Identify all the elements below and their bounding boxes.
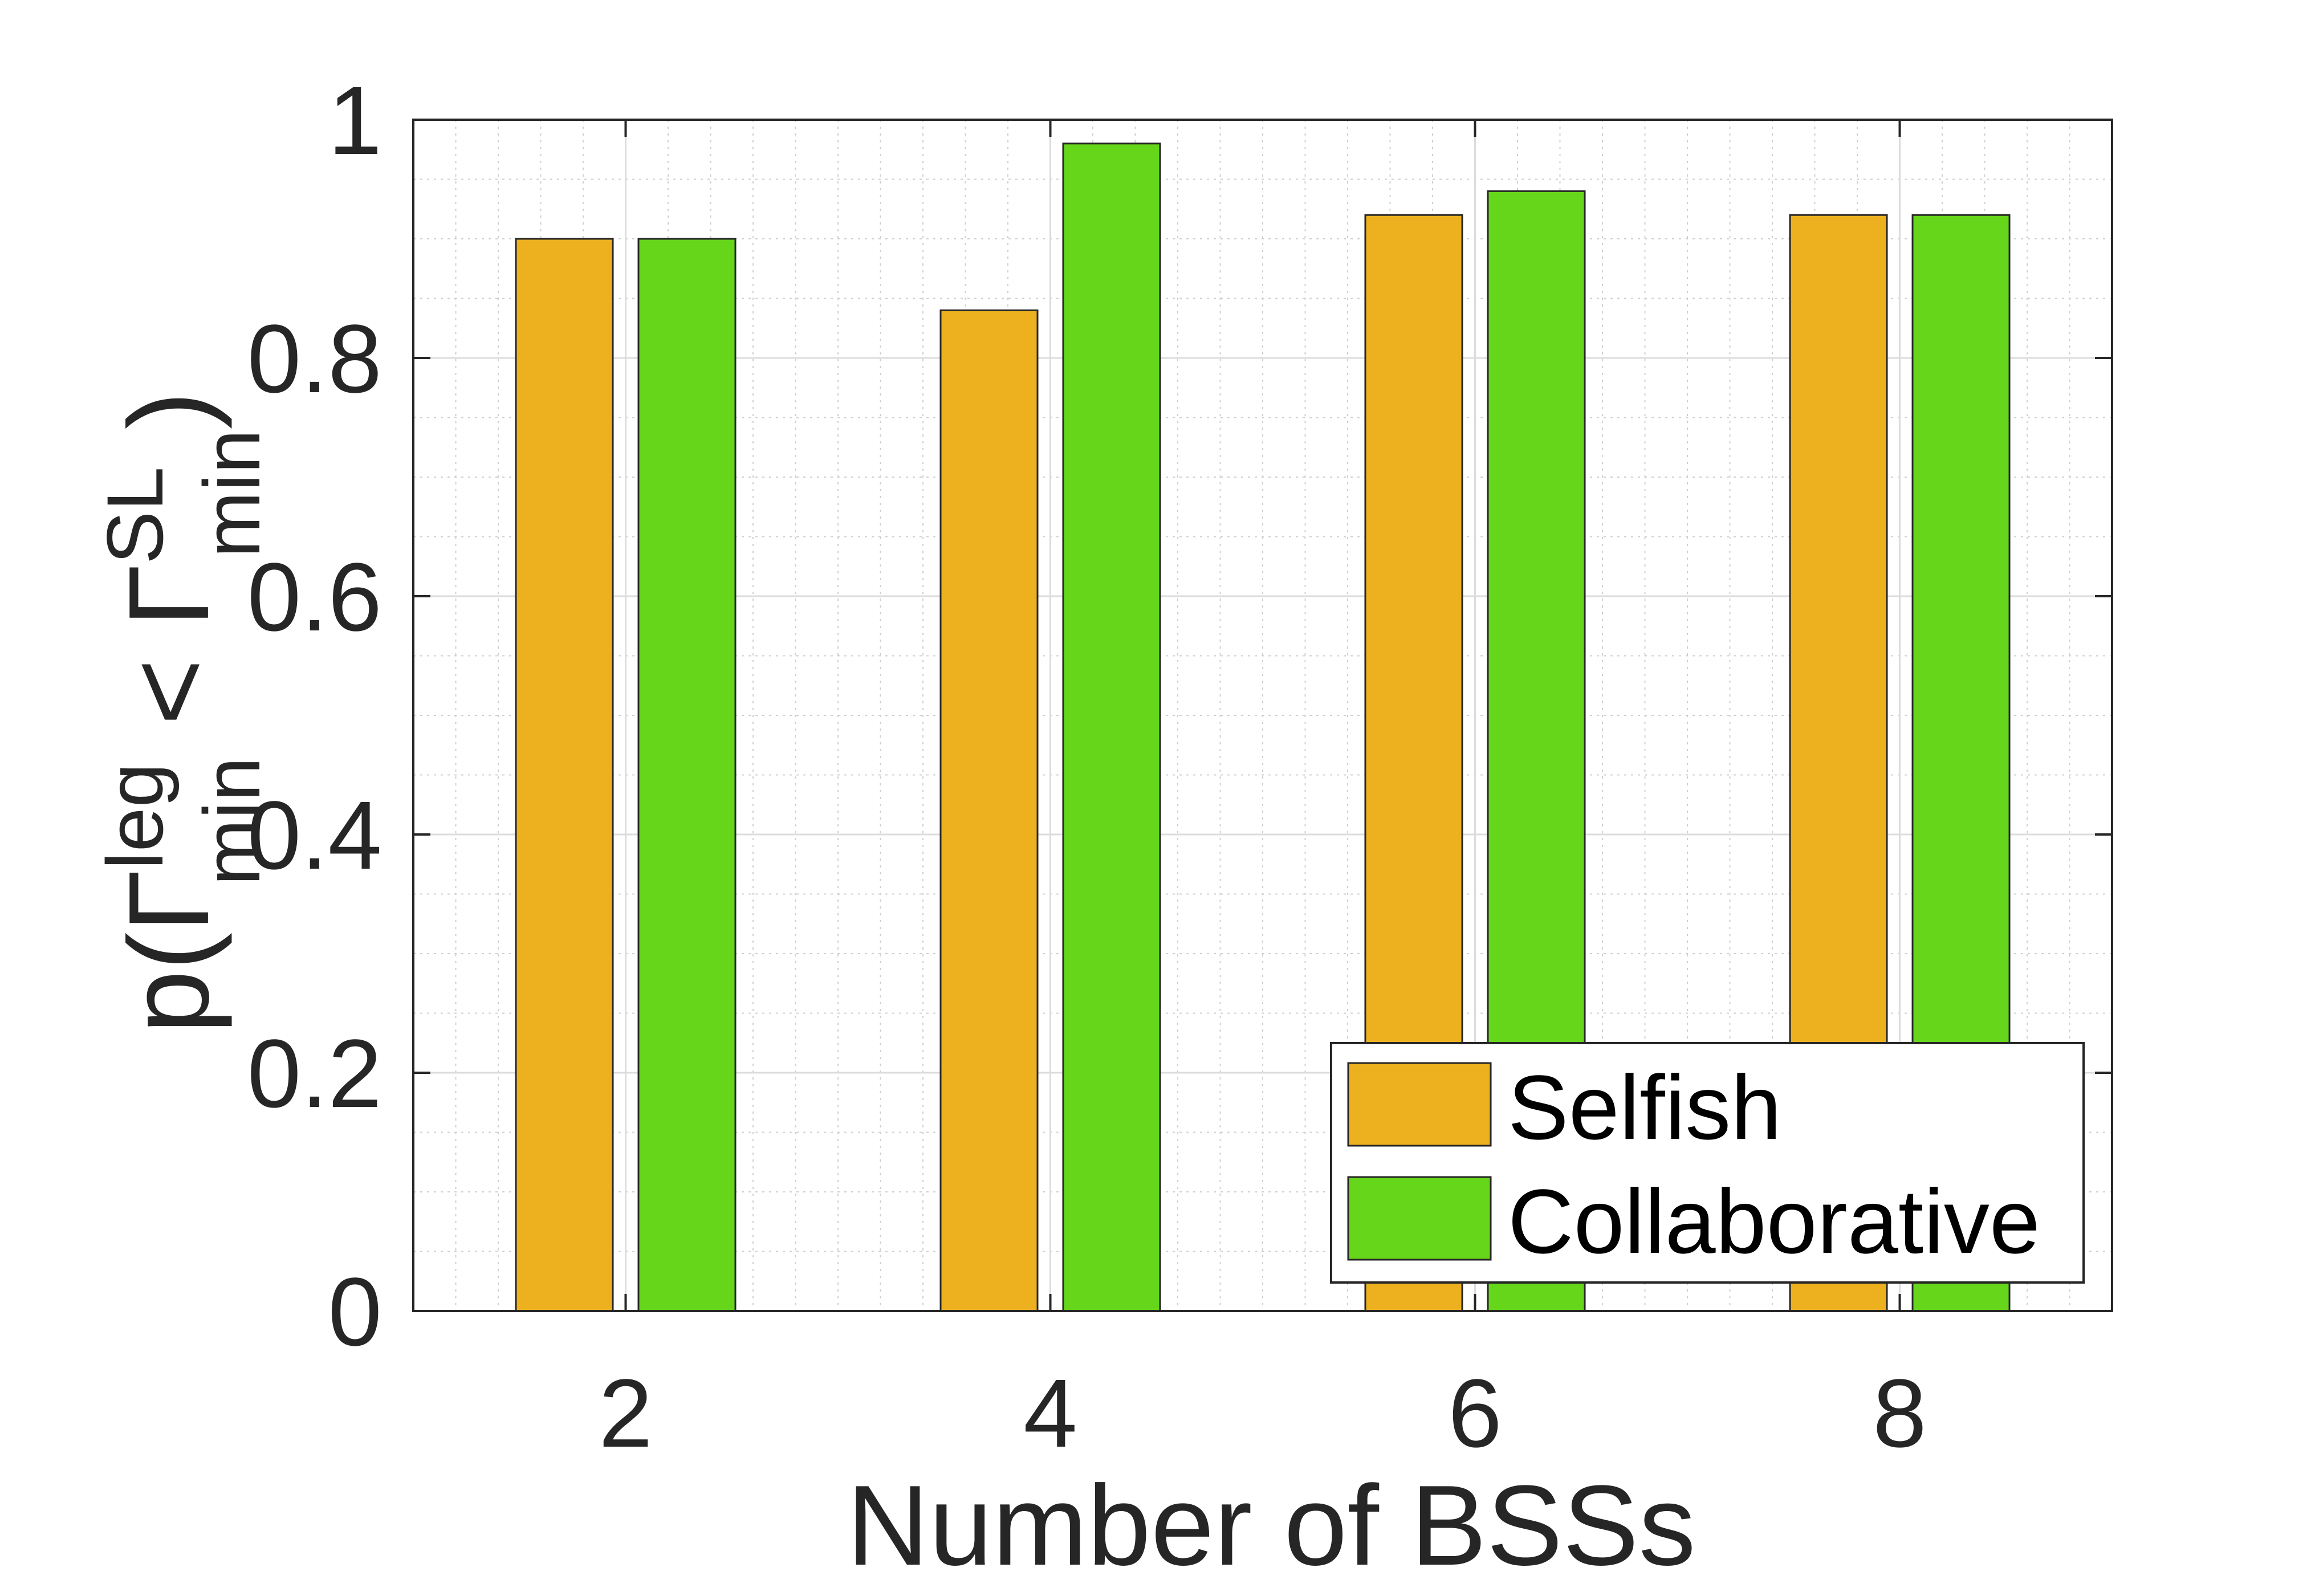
legend-label-collaborative: Collaborative <box>1508 1170 2040 1272</box>
y-label-sup2: SL <box>90 467 180 564</box>
bar-collaborative-4 <box>1062 142 1161 1312</box>
legend-swatch-selfish <box>1347 1062 1492 1147</box>
tick-labels: 2 4 6 8 0 0.2 0.4 0.6 0.8 1 <box>247 67 1927 1468</box>
x-tick-label: 8 <box>1873 1359 1927 1468</box>
svg-text:p(Γlegmin < ΓSLmin): p(Γlegmin < ΓSLmin) <box>90 392 276 1034</box>
axes-box <box>412 119 2113 1312</box>
ticks <box>413 119 2112 1312</box>
bar-collaborative-2 <box>637 238 737 1312</box>
bar-selfish-4 <box>939 309 1039 1312</box>
y-label-end: ) <box>105 392 233 430</box>
x-tick-label: 2 <box>599 1359 653 1468</box>
y-label-sub1: min <box>187 757 276 886</box>
y-tick-label: 0 <box>328 1258 382 1366</box>
legend-swatch-collaborative <box>1347 1176 1492 1261</box>
y-tick-label: 1 <box>328 67 382 175</box>
y-tick-label: 0.6 <box>247 543 382 652</box>
y-tick-label: 0.4 <box>247 781 382 890</box>
y-label-base: p(Γ <box>105 869 233 1033</box>
x-tick-label: 4 <box>1023 1359 1077 1468</box>
y-label-sub2: min <box>187 429 276 558</box>
y-label-sup1: leg <box>90 763 180 870</box>
y-label-mid: < Γ <box>105 564 233 757</box>
legend-label-selfish: Selfish <box>1508 1056 1781 1158</box>
y-axis-label: p(Γlegmin < ΓSLmin) <box>90 392 276 1034</box>
legend: Selfish Collaborative <box>1330 1042 2085 1284</box>
x-axis-label: Number of BSSs <box>847 1462 1695 1589</box>
x-tick-label: 6 <box>1448 1359 1502 1468</box>
y-tick-label: 0.8 <box>247 305 382 413</box>
y-tick-label: 0.2 <box>247 1020 382 1128</box>
bar-selfish-2 <box>515 238 614 1312</box>
